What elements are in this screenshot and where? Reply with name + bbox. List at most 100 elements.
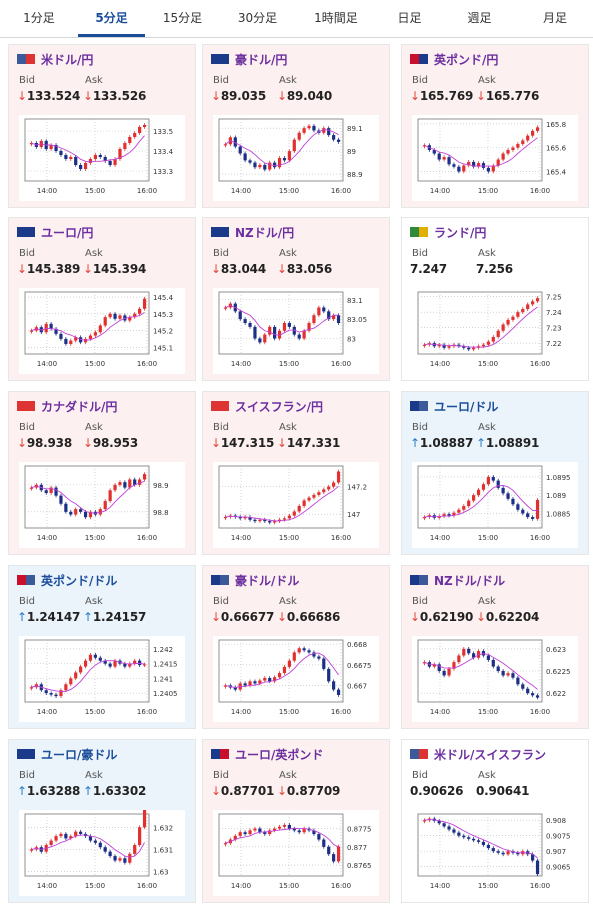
candle-body [287,660,291,667]
mini-chart[interactable]: 145.4 145.3 145.2 145.1 14:00 15:00 16:00 [19,288,185,374]
tab-1[interactable]: 5分足 [78,0,145,37]
bid-label: Bid [412,596,428,607]
flag-icon [17,227,35,237]
card-title[interactable]: ユーロ/英ポンド [211,746,323,762]
mini-chart[interactable]: 0.668 0.6675 0.667 14:00 15:00 16:00 [213,636,379,722]
card-title[interactable]: 豪ドル/円 [211,51,287,67]
card-title[interactable]: カナダドル/円 [17,398,117,414]
tab-7[interactable]: 月足 [542,11,567,25]
mini-chart[interactable]: 0.908 0.9075 0.907 0.9065 14:00 15:00 16:00 [412,810,578,896]
chart-frame [417,813,543,877]
currency-pair-name[interactable]: カナダドル/円 [41,399,118,414]
candle-body [422,344,427,346]
chart-svg: 1.0895 1.089 1.0885 14:00 15:00 16:00 [417,465,571,542]
currency-pair-name[interactable]: ユーロ/ドル [434,399,499,414]
card-title[interactable]: 英ポンド/ドル [17,572,117,588]
tab-3[interactable]: 30分足 [237,11,278,25]
candle-body [123,858,127,863]
mini-chart[interactable]: 133.5 133.4 133.3 14:00 15:00 16:00 [19,115,185,201]
rate-card[interactable]: 豪ドル/円 Bid Ask ↓89.035 ↓89.040 89.1 89 88.9 14:00… [202,44,390,208]
tab-5[interactable]: 日足 [397,11,422,25]
currency-pair-name[interactable]: 豪ドル/ドル [235,573,300,588]
flag-right-half [419,227,428,237]
y-tick-label: 83.1 [347,297,363,305]
moving-average-line [225,129,339,167]
currency-pair-name[interactable]: ランド/円 [434,225,487,240]
rate-card[interactable]: ユーロ/ドル Bid Ask ↑1.08887 ↑1.08891 1.0895 1.089 1… [401,391,589,555]
rate-card[interactable]: ユーロ/英ポンド Bid Ask ↓0.87701 ↓0.87709 0.8775 0.87… [202,739,390,903]
rate-card[interactable]: ユーロ/円 Bid Ask ↓145.389 ↓145.394 145.4 145.3 145… [8,217,196,381]
rate-card[interactable]: スイスフラン/円 Bid Ask ↓147.315 ↓147.331 147.2 147 14… [202,391,390,555]
mini-chart[interactable]: 1.632 1.631 1.63 14:00 15:00 16:00 [19,810,185,896]
x-tick-label: 15:00 [279,534,299,542]
rate-card[interactable]: カナダドル/円 Bid Ask ↓98.938 ↓98.953 98.9 98.8 14:00… [8,391,196,555]
currency-pair-name[interactable]: 英ポンド/ドル [41,573,118,588]
bid-arrow-icon: ↑ [410,436,420,450]
card-title[interactable]: ユーロ/ドル [410,398,498,414]
mini-chart[interactable]: 0.623 0.6225 0.622 14:00 15:00 16:00 [412,636,578,722]
currency-pair-name[interactable]: 豪ドル/円 [235,52,288,67]
y-tick-label: 1.0895 [546,474,571,482]
currency-pair-name[interactable]: 米ドル/スイスフラン [434,747,547,762]
candle-body [69,836,73,839]
currency-pair-name[interactable]: ユーロ/豪ドル [41,747,118,762]
mini-chart[interactable]: 1.242 1.2415 1.241 1.2405 14:00 15:00 16:00 [19,636,185,722]
x-tick-label: 15:00 [279,708,299,716]
currency-pair-name[interactable]: スイスフラン/円 [235,399,324,414]
x-tick-label: 14:00 [430,360,450,368]
rate-card[interactable]: 米ドル/円 Bid Ask ↓133.524 ↓133.526 133.5 133.4 133… [8,44,196,208]
candle-body [44,690,48,694]
rate-card[interactable]: ユーロ/豪ドル Bid Ask ↑1.63288 ↑1.63302 1.632 1.631 1… [8,739,196,903]
card-title[interactable]: 豪ドル/ドル [211,572,299,588]
card-title[interactable]: ランド/円 [410,224,486,240]
mini-chart[interactable]: 83.1 83.05 83 14:00 15:00 16:00 [213,288,379,374]
card-title[interactable]: スイスフラン/円 [211,398,323,414]
rate-card[interactable]: 豪ドル/ドル Bid Ask ↓0.66677 ↓0.66686 0.668 0.6675 0… [202,565,390,729]
candle-body [312,830,316,835]
mini-chart[interactable]: 147.2 147 14:00 15:00 16:00 [213,462,379,548]
tab-2[interactable]: 15分足 [162,11,203,25]
flag-icon [410,227,428,237]
rate-card[interactable]: NZドル/ドル Bid Ask ↓0.62190 ↓0.62204 0.623 0.6225… [401,565,589,729]
mini-chart[interactable]: 98.9 98.8 14:00 15:00 16:00 [19,462,185,548]
candle-body [29,849,34,851]
mini-chart[interactable]: 7.25 7.24 7.23 7.22 14:00 15:00 16:00 [412,288,578,374]
currency-pair-name[interactable]: NZドル/ドル [434,573,506,588]
card-title[interactable]: NZドル/円 [211,224,294,240]
chart-svg: 83.1 83.05 83 14:00 15:00 16:00 [218,291,367,368]
rate-card[interactable]: 英ポンド/ドル Bid Ask ↑1.24147 ↑1.24157 1.242 1.2415… [8,565,196,729]
y-tick-label: 165.6 [546,145,567,153]
candle-body [253,326,257,339]
card-title[interactable]: ユーロ/円 [17,224,93,240]
rate-card[interactable]: ランド/円 Bid Ask 7.247 7.256 7.25 7.24 7.23 7.22 14:… [401,217,589,381]
rate-card[interactable]: 米ドル/スイスフラン Bid Ask 0.90626 0.90641 0.908 0.907… [401,739,589,903]
rate-card[interactable]: 英ポンド/円 Bid Ask ↓165.769 ↓165.776 165.8 165.6 16… [401,44,589,208]
currency-pair-name[interactable]: NZドル/円 [235,225,295,240]
card-title[interactable]: NZドル/ドル [410,572,505,588]
currency-pair-name[interactable]: ユーロ/英ポンド [235,747,324,762]
candle-body [336,139,341,142]
candle-body [113,856,117,861]
mini-chart[interactable]: 165.8 165.6 165.4 14:00 15:00 16:00 [412,115,578,201]
mini-chart[interactable]: 1.0895 1.089 1.0885 14:00 15:00 16:00 [412,462,578,548]
bid-arrow-icon: ↓ [410,610,420,624]
card-title[interactable]: 米ドル/スイスフラン [410,746,546,762]
candle-body [332,482,336,487]
candle-body [118,482,122,485]
currency-pair-name[interactable]: 英ポンド/円 [434,52,499,67]
candle-body [506,150,510,154]
y-tick-label: 1.241 [153,675,173,683]
mini-chart[interactable]: 89.1 89 88.9 14:00 15:00 16:00 [213,115,379,201]
currency-pair-name[interactable]: 米ドル/円 [41,52,94,67]
card-title[interactable]: 米ドル/円 [17,51,93,67]
rate-card[interactable]: NZドル/円 Bid Ask ↓83.044 ↓83.056 83.1 83.05 83 14:… [202,217,390,381]
tab-0[interactable]: 1分足 [23,11,55,25]
card-title[interactable]: ユーロ/豪ドル [17,746,117,762]
candle-body [268,678,272,682]
currency-pair-name[interactable]: ユーロ/円 [41,225,94,240]
tab-6[interactable]: 週足 [467,11,492,25]
card-title[interactable]: 英ポンド/円 [410,51,498,67]
tab-4[interactable]: 1時間足 [314,11,358,25]
mini-chart[interactable]: 0.8775 0.877 0.8765 14:00 15:00 16:00 [213,810,379,896]
bid-price: ↓89.035 [211,89,266,103]
